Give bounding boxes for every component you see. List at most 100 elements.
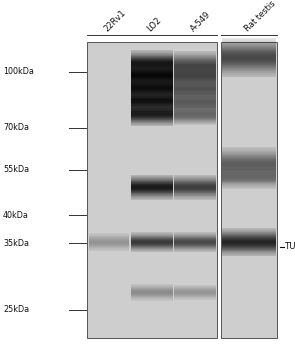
Bar: [222, 152, 276, 153]
Bar: [131, 82, 173, 83]
Bar: [174, 189, 216, 190]
Bar: [174, 87, 216, 88]
Bar: [222, 63, 276, 64]
Bar: [222, 174, 276, 175]
Bar: [222, 72, 276, 73]
Bar: [222, 160, 276, 161]
Bar: [174, 114, 216, 115]
Bar: [131, 83, 173, 84]
Text: 70kDa: 70kDa: [3, 123, 29, 132]
Bar: [222, 162, 276, 163]
Bar: [222, 53, 276, 54]
Bar: [131, 73, 173, 74]
Bar: [131, 175, 173, 176]
Bar: [131, 64, 173, 65]
Bar: [174, 82, 216, 83]
Bar: [131, 79, 173, 80]
Bar: [131, 104, 173, 105]
Bar: [222, 248, 276, 249]
Bar: [174, 81, 216, 82]
Bar: [131, 96, 173, 97]
Bar: [174, 57, 216, 58]
Bar: [131, 76, 173, 77]
Bar: [131, 68, 173, 69]
Bar: [174, 98, 216, 99]
Text: 40kDa: 40kDa: [3, 211, 29, 220]
Bar: [131, 70, 173, 71]
Bar: [131, 104, 173, 105]
Bar: [222, 149, 276, 150]
Bar: [174, 107, 216, 108]
Bar: [174, 54, 216, 55]
Bar: [131, 88, 173, 89]
Bar: [174, 75, 216, 76]
Bar: [174, 113, 216, 114]
Bar: [131, 98, 173, 99]
Bar: [131, 68, 173, 69]
Bar: [222, 66, 276, 67]
Bar: [131, 193, 173, 194]
Bar: [131, 72, 173, 73]
Bar: [131, 119, 173, 120]
Bar: [222, 183, 276, 184]
Bar: [174, 67, 216, 68]
Bar: [131, 188, 173, 189]
Bar: [131, 98, 173, 99]
Bar: [174, 118, 216, 119]
Bar: [131, 124, 173, 125]
Bar: [174, 92, 216, 93]
Bar: [222, 246, 276, 247]
Bar: [174, 90, 216, 91]
Bar: [222, 240, 276, 241]
Bar: [131, 77, 173, 78]
Bar: [131, 120, 173, 121]
Bar: [174, 60, 216, 61]
Bar: [131, 71, 173, 72]
Bar: [222, 235, 276, 236]
Bar: [222, 233, 276, 234]
Bar: [131, 55, 173, 56]
Bar: [174, 198, 216, 199]
Bar: [222, 177, 276, 178]
Bar: [131, 183, 173, 184]
Bar: [222, 42, 276, 43]
Bar: [131, 97, 173, 98]
Bar: [174, 179, 216, 180]
Bar: [131, 89, 173, 90]
Bar: [131, 80, 173, 81]
Bar: [131, 117, 173, 118]
Bar: [131, 78, 173, 79]
Text: LO2: LO2: [145, 15, 163, 33]
Bar: [174, 113, 216, 114]
Bar: [222, 179, 276, 180]
Bar: [131, 111, 173, 112]
Bar: [131, 120, 173, 121]
Bar: [174, 190, 216, 191]
Bar: [174, 58, 216, 60]
Bar: [174, 191, 216, 192]
Bar: [222, 76, 276, 77]
Bar: [131, 195, 173, 196]
Bar: [222, 163, 276, 164]
Bar: [174, 69, 216, 70]
Bar: [131, 78, 173, 79]
Bar: [131, 79, 173, 80]
Text: 25kDa: 25kDa: [3, 305, 29, 314]
Bar: [222, 40, 276, 41]
Bar: [222, 51, 276, 52]
Bar: [174, 79, 216, 80]
Bar: [131, 54, 173, 55]
Bar: [131, 92, 173, 93]
Bar: [131, 84, 173, 85]
Bar: [131, 100, 173, 101]
Bar: [222, 179, 276, 180]
Bar: [174, 77, 216, 78]
Bar: [222, 71, 276, 72]
Bar: [174, 64, 216, 65]
Bar: [174, 68, 216, 69]
Bar: [222, 166, 276, 167]
Bar: [174, 115, 216, 116]
Bar: [131, 122, 173, 123]
Bar: [174, 110, 216, 111]
Bar: [174, 61, 216, 62]
